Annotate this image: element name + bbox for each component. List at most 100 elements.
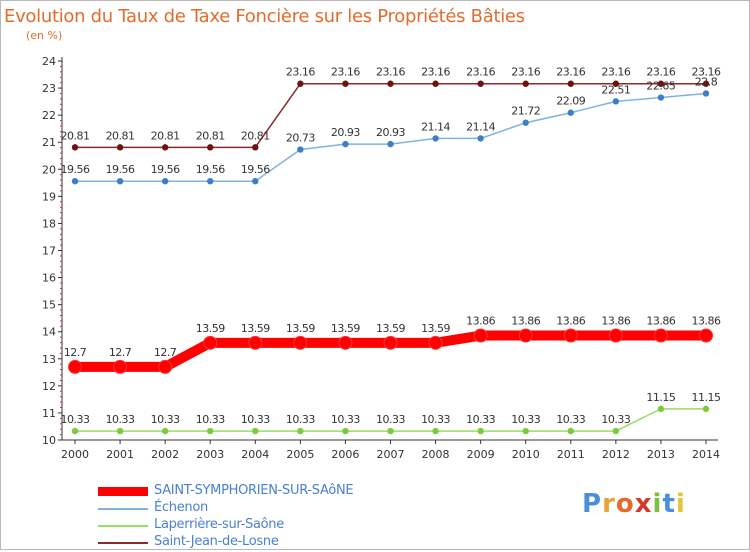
- data-point: [522, 427, 529, 435]
- data-label: 10.33: [376, 413, 405, 426]
- data-label: 21.14: [421, 120, 450, 133]
- proxiti-logo: Proxiti: [582, 489, 686, 519]
- data-label: 23.16: [646, 66, 675, 79]
- x-tick-label: 2012: [602, 448, 630, 461]
- data-label: 22.09: [556, 95, 585, 108]
- data-point: [699, 328, 713, 343]
- y-tick-label: 13: [42, 353, 56, 366]
- data-label: 10.33: [151, 413, 180, 426]
- legend-label: SAINT-SYMPHORIEN-SUR-SAôNE: [154, 483, 354, 498]
- legend-label: Échenon: [154, 500, 208, 515]
- data-point: [207, 427, 214, 435]
- data-point: [342, 427, 349, 435]
- y-tick-label: 19: [42, 190, 56, 203]
- data-point: [387, 80, 394, 87]
- data-point: [387, 140, 394, 148]
- chart-subtitle: (en %): [26, 29, 63, 42]
- data-label: 23.16: [376, 66, 405, 79]
- x-tick-label: 2011: [557, 448, 585, 461]
- data-point: [68, 359, 82, 374]
- data-point: [252, 427, 259, 435]
- data-label: 23.16: [286, 66, 315, 79]
- data-point: [203, 335, 218, 350]
- data-label: 13.59: [286, 322, 315, 335]
- data-point: [608, 328, 623, 343]
- data-label: 21.72: [511, 105, 540, 118]
- y-tick-label: 24: [42, 55, 56, 68]
- data-point: [161, 177, 169, 185]
- y-tick-label: 22: [42, 109, 56, 122]
- legend-item: Échenon: [98, 500, 428, 518]
- data-point: [71, 177, 79, 185]
- legend-label: Saint-Jean-de-Losne: [154, 534, 279, 549]
- data-label: 10.33: [241, 413, 270, 426]
- y-tick-label: 14: [42, 326, 56, 339]
- data-label: 13.59: [196, 322, 225, 335]
- x-tick-label: 2006: [331, 448, 359, 461]
- data-point: [113, 359, 128, 374]
- x-tick-label: 2013: [647, 448, 675, 461]
- data-point: [293, 335, 308, 350]
- data-point: [432, 80, 439, 87]
- x-tick-label: 2003: [196, 448, 224, 461]
- data-label: 23.16: [331, 66, 360, 79]
- y-tick-label: 18: [42, 217, 56, 230]
- x-tick-label: 2004: [241, 448, 269, 461]
- data-label: 23.16: [466, 66, 495, 79]
- x-tick-label: 2000: [61, 448, 89, 461]
- data-label: 13.86: [556, 315, 585, 328]
- data-point: [477, 135, 484, 142]
- y-tick-label: 21: [42, 136, 56, 149]
- legend-swatch: [98, 542, 148, 544]
- data-point: [428, 335, 443, 350]
- data-point: [522, 119, 529, 126]
- data-label: 13.86: [601, 315, 630, 328]
- data-point: [612, 98, 620, 105]
- data-label: 11.15: [692, 391, 721, 404]
- data-label: 19.56: [196, 163, 225, 176]
- data-label: 20.81: [106, 129, 135, 142]
- data-point: [432, 427, 439, 435]
- data-label: 10.33: [556, 413, 585, 426]
- data-label: 10.33: [196, 413, 225, 426]
- chart-title: Evolution du Taux de Taxe Foncière sur l…: [4, 6, 525, 27]
- y-tick-label: 15: [42, 299, 56, 312]
- data-point: [297, 146, 304, 153]
- data-label: 11.15: [646, 391, 675, 404]
- data-point: [473, 328, 488, 343]
- y-tick-label: 17: [42, 245, 56, 258]
- legend-swatch: [98, 525, 148, 527]
- data-point: [252, 177, 259, 185]
- data-label: 22.51: [601, 83, 630, 96]
- data-label: 19.56: [61, 163, 90, 176]
- data-label: 13.86: [692, 315, 721, 328]
- legend-swatch: [98, 508, 148, 510]
- data-label: 13.86: [466, 315, 495, 328]
- data-point: [342, 140, 349, 148]
- y-tick-label: 16: [42, 272, 56, 285]
- data-point: [116, 427, 124, 435]
- data-point: [477, 427, 484, 435]
- x-tick-label: 2014: [692, 448, 720, 461]
- data-point: [71, 144, 79, 151]
- data-point: [522, 80, 529, 87]
- data-label: 13.59: [376, 322, 405, 335]
- data-point: [567, 80, 574, 87]
- data-label: 12.7: [64, 346, 87, 359]
- data-point: [342, 80, 349, 87]
- data-point: [518, 328, 533, 343]
- data-label: 13.86: [646, 315, 675, 328]
- data-label: 13.59: [331, 322, 360, 335]
- data-label: 12.7: [109, 346, 132, 359]
- data-label: 23.16: [601, 66, 630, 79]
- data-point: [657, 80, 665, 87]
- data-label: 20.81: [196, 129, 225, 142]
- data-label: 22.65: [646, 80, 675, 93]
- data-label: 10.33: [466, 413, 495, 426]
- data-label: 19.56: [151, 163, 180, 176]
- data-point: [702, 405, 710, 413]
- data-label: 10.33: [511, 413, 540, 426]
- x-tick-label: 2002: [151, 448, 179, 461]
- data-point: [432, 135, 439, 142]
